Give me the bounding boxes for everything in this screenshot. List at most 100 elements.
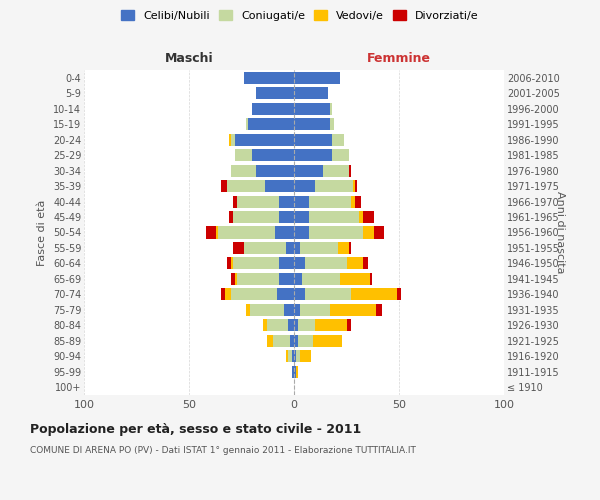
- Bar: [305, 288, 350, 300]
- Bar: [353, 180, 355, 192]
- Bar: [216, 226, 218, 238]
- Bar: [315, 180, 353, 192]
- Bar: [294, 211, 309, 223]
- Bar: [355, 180, 357, 192]
- Text: COMUNE DI ARENA PO (PV) - Dati ISTAT 1° gennaio 2011 - Elaborazione TUTTITALIA.I: COMUNE DI ARENA PO (PV) - Dati ISTAT 1° …: [30, 446, 416, 455]
- Bar: [364, 211, 374, 223]
- Bar: [235, 134, 294, 145]
- Bar: [296, 350, 301, 362]
- Bar: [227, 180, 265, 192]
- Bar: [246, 304, 250, 316]
- Bar: [280, 196, 294, 207]
- Bar: [332, 134, 344, 145]
- Bar: [294, 87, 328, 100]
- Bar: [231, 288, 277, 300]
- Bar: [397, 288, 401, 300]
- Bar: [292, 350, 294, 362]
- Bar: [280, 211, 294, 223]
- Bar: [284, 304, 294, 316]
- Bar: [309, 196, 350, 207]
- Bar: [280, 258, 294, 270]
- Bar: [224, 288, 231, 300]
- Bar: [294, 258, 305, 270]
- Bar: [338, 242, 349, 254]
- Bar: [294, 273, 302, 285]
- Bar: [305, 258, 347, 270]
- Text: Popolazione per età, sesso e stato civile - 2011: Popolazione per età, sesso e stato civil…: [30, 422, 361, 436]
- Bar: [231, 273, 235, 285]
- Bar: [235, 273, 238, 285]
- Bar: [374, 226, 385, 238]
- Bar: [266, 335, 273, 347]
- Bar: [309, 211, 359, 223]
- Bar: [233, 258, 280, 270]
- Y-axis label: Anni di nascita: Anni di nascita: [555, 191, 565, 274]
- Bar: [301, 304, 330, 316]
- Bar: [340, 273, 370, 285]
- Bar: [218, 226, 275, 238]
- Bar: [364, 226, 374, 238]
- Bar: [355, 196, 361, 207]
- Bar: [315, 320, 347, 332]
- Bar: [294, 164, 323, 176]
- Bar: [252, 149, 294, 161]
- Bar: [294, 118, 330, 130]
- Text: Maschi: Maschi: [164, 52, 214, 65]
- Bar: [294, 350, 296, 362]
- Bar: [252, 102, 294, 115]
- Bar: [294, 149, 332, 161]
- Bar: [231, 134, 235, 145]
- Bar: [233, 196, 238, 207]
- Bar: [221, 288, 224, 300]
- Bar: [263, 320, 266, 332]
- Bar: [294, 134, 332, 145]
- Bar: [330, 102, 332, 115]
- Bar: [286, 242, 294, 254]
- Bar: [294, 72, 340, 84]
- Bar: [349, 164, 351, 176]
- Bar: [294, 304, 301, 316]
- Bar: [248, 118, 294, 130]
- Bar: [370, 273, 372, 285]
- Bar: [298, 335, 313, 347]
- Bar: [323, 164, 349, 176]
- Bar: [294, 102, 330, 115]
- Bar: [330, 304, 376, 316]
- Bar: [292, 366, 294, 378]
- Bar: [302, 273, 340, 285]
- Bar: [229, 134, 231, 145]
- Bar: [273, 335, 290, 347]
- Bar: [238, 273, 280, 285]
- Bar: [301, 242, 338, 254]
- Bar: [290, 335, 294, 347]
- Bar: [347, 320, 350, 332]
- Bar: [301, 350, 311, 362]
- Text: Femmine: Femmine: [367, 52, 431, 65]
- Bar: [294, 366, 296, 378]
- Bar: [206, 226, 217, 238]
- Bar: [231, 164, 256, 176]
- Bar: [250, 304, 284, 316]
- Y-axis label: Fasce di età: Fasce di età: [37, 200, 47, 266]
- Bar: [277, 288, 294, 300]
- Bar: [332, 149, 349, 161]
- Bar: [359, 211, 364, 223]
- Bar: [233, 211, 280, 223]
- Bar: [294, 335, 298, 347]
- Bar: [294, 320, 298, 332]
- Bar: [296, 366, 298, 378]
- Bar: [227, 258, 231, 270]
- Bar: [294, 226, 309, 238]
- Bar: [265, 180, 294, 192]
- Bar: [244, 72, 294, 84]
- Bar: [238, 196, 280, 207]
- Bar: [246, 118, 248, 130]
- Bar: [347, 258, 364, 270]
- Bar: [294, 288, 305, 300]
- Bar: [280, 273, 294, 285]
- Bar: [275, 226, 294, 238]
- Bar: [294, 196, 309, 207]
- Bar: [364, 258, 367, 270]
- Bar: [288, 350, 292, 362]
- Bar: [313, 335, 342, 347]
